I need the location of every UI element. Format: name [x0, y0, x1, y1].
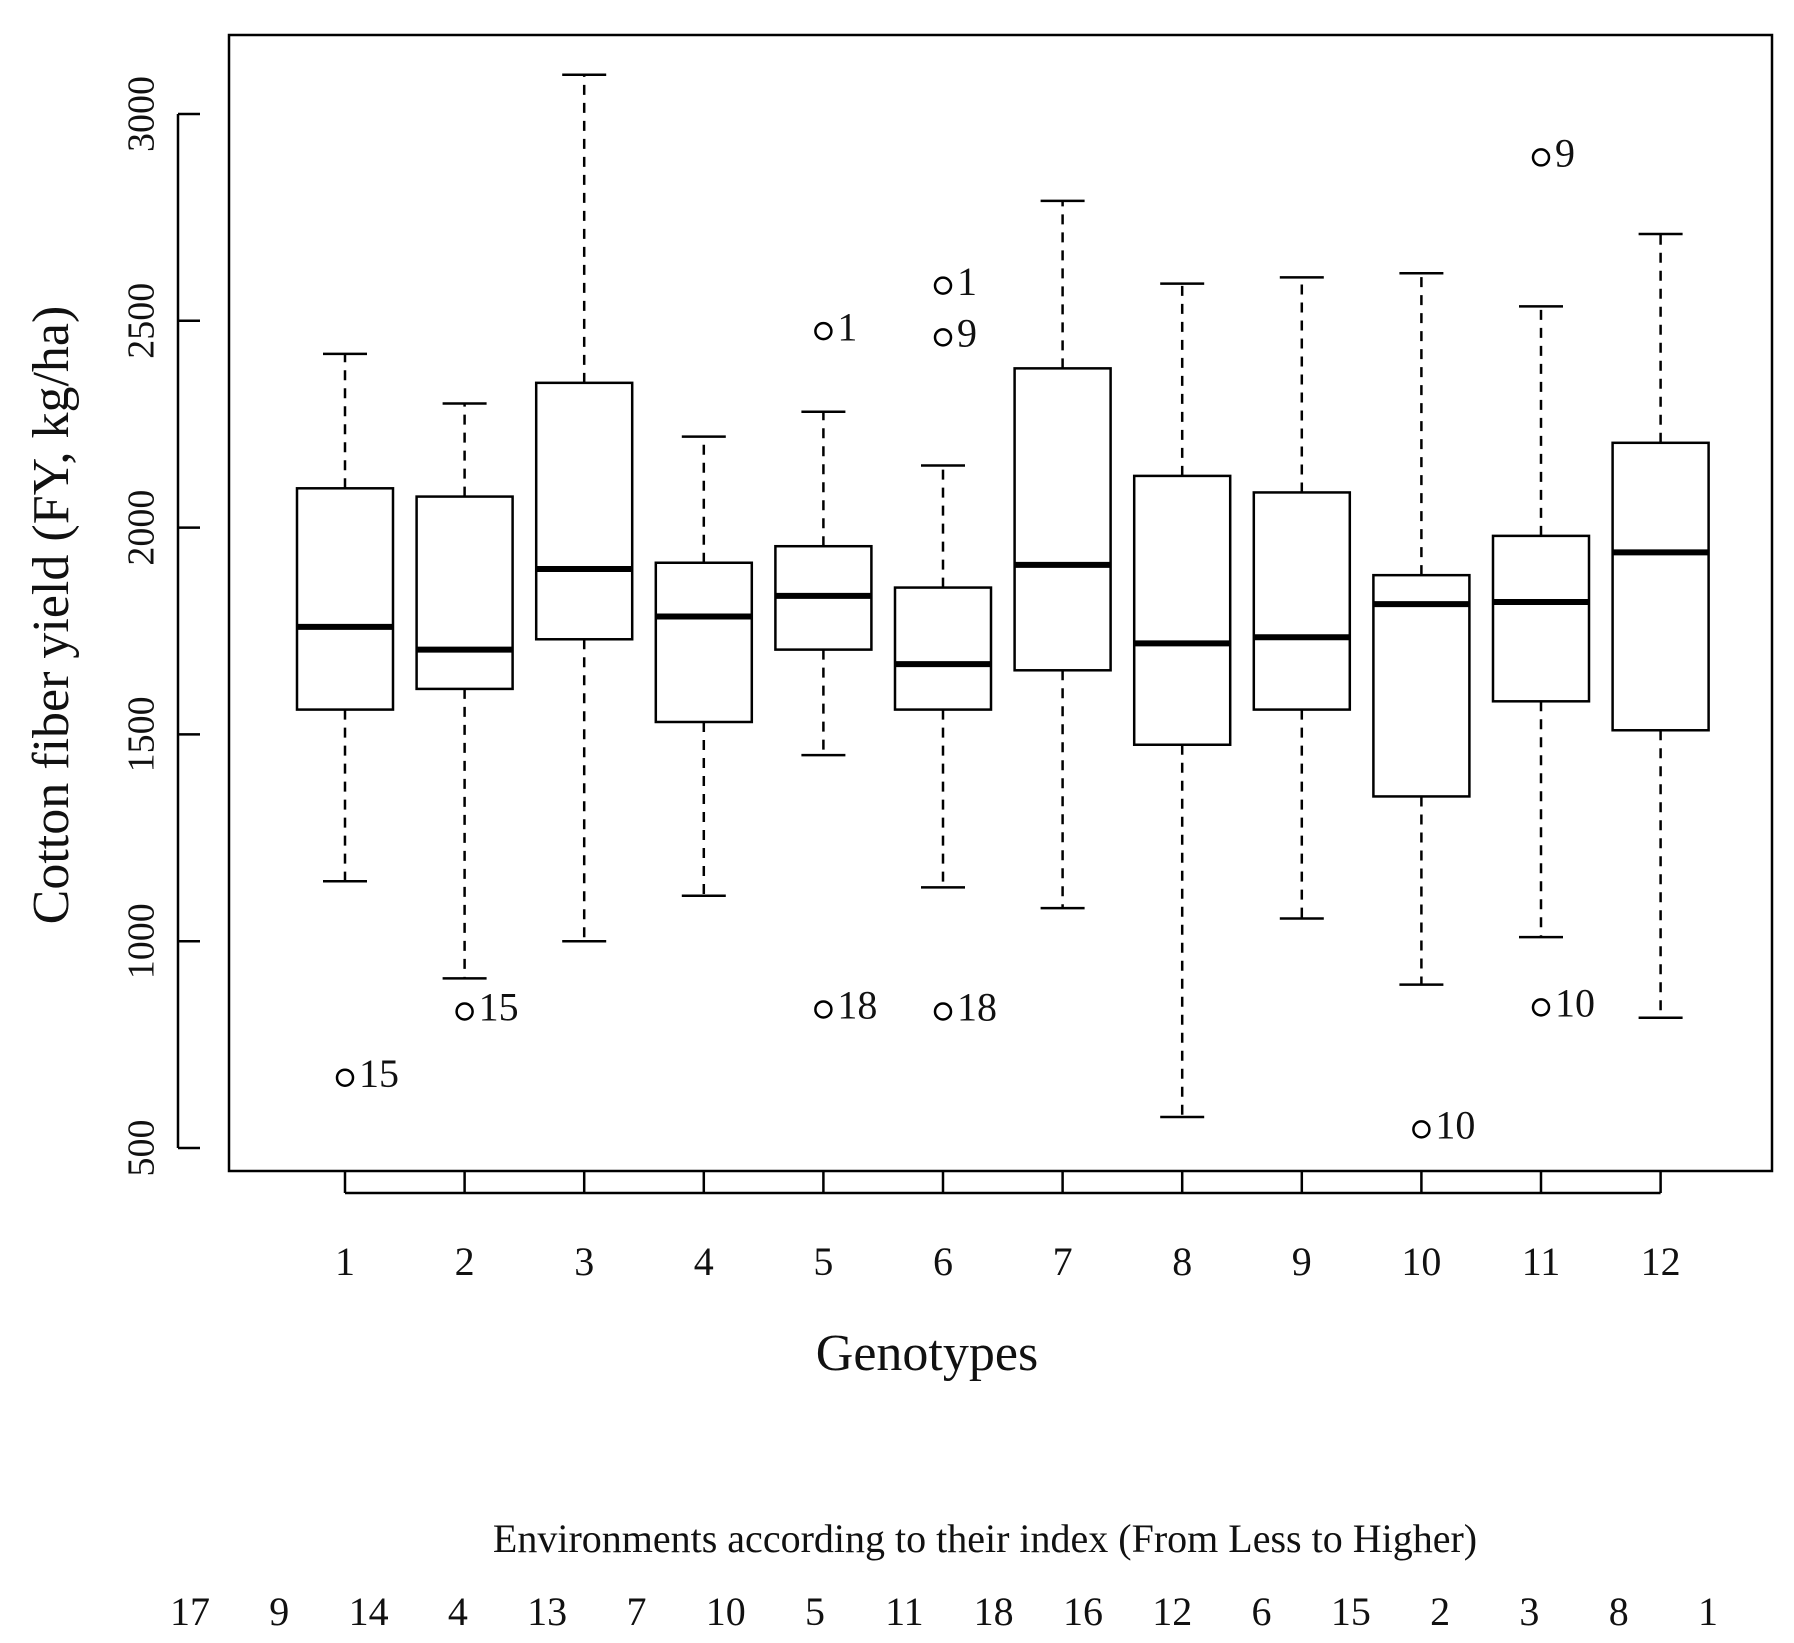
x-tick-label: 5: [813, 1239, 833, 1284]
environment-index: 14: [349, 1589, 389, 1634]
x-tick-label: 2: [455, 1239, 475, 1284]
box-genotype-2: 15: [415, 402, 519, 1030]
iqr-box: [1611, 441, 1710, 732]
outlier-label: 10: [1435, 1103, 1475, 1148]
outlier-point: [814, 1000, 833, 1019]
outlier-point: [814, 321, 833, 341]
y-tick-label: 1000: [121, 903, 163, 979]
x-tick-label: 10: [1401, 1239, 1441, 1284]
environment-index: 1: [1698, 1589, 1718, 1634]
y-tick-label: 1500: [121, 696, 163, 772]
iqr-box: [1132, 474, 1232, 746]
outlier-label: 10: [1555, 981, 1595, 1026]
x-tick-label: 11: [1522, 1239, 1561, 1284]
box-genotype-8: [1132, 282, 1232, 1119]
x-tick-label: 4: [694, 1239, 714, 1284]
environment-index: 13: [527, 1589, 567, 1634]
outlier-point: [933, 328, 953, 347]
y-tick-label: 2500: [121, 283, 163, 359]
environments-order: 17 9 14 4 13 7 10 5 11 18 16 12 6 15 2 3 8 1: [170, 1589, 1718, 1634]
y-tick-label: 3000: [121, 76, 163, 152]
x-tick-label: 9: [1292, 1239, 1312, 1284]
outlier-point: [455, 1002, 474, 1021]
box-genotype-9: [1252, 276, 1352, 920]
y-tick-label: 500: [121, 1120, 163, 1177]
environment-index: 8: [1609, 1589, 1629, 1634]
environment-index: 6: [1252, 1589, 1272, 1634]
iqr-box: [534, 381, 634, 641]
plot-frame: [227, 33, 1774, 1173]
y-tick-label: 2000: [121, 490, 163, 566]
environment-index: 10: [706, 1589, 746, 1634]
x-tick-label: 3: [574, 1239, 594, 1284]
iqr-box: [1252, 491, 1352, 711]
x-tick-label: 7: [1053, 1239, 1073, 1284]
outlier-point: [933, 276, 953, 295]
outlier-point: [1531, 998, 1551, 1017]
environment-index: 9: [269, 1589, 289, 1634]
environment-index: 16: [1063, 1589, 1103, 1634]
x-axis: 1 2 3 4 5 6 7 8 9 10 11 12: [335, 1172, 1681, 1284]
iqr-box: [415, 495, 514, 691]
y-axis-title: Cotton fiber yield (FY, kg/ha): [23, 306, 80, 925]
outlier-point: [933, 1002, 953, 1021]
iqr-box: [295, 487, 395, 711]
iqr-box: [1491, 534, 1591, 703]
environment-index: 3: [1519, 1589, 1539, 1634]
outlier-point: [335, 1068, 355, 1087]
box-genotype-5: 1 18: [774, 304, 877, 1028]
box-genotype-11: 9 10: [1491, 131, 1595, 1026]
x-axis-title: Genotypes: [816, 1325, 1038, 1382]
outlier-label: 1: [957, 259, 977, 304]
iqr-box: [1013, 367, 1112, 672]
environment-index: 17: [170, 1589, 210, 1634]
outlier-label: 18: [837, 983, 877, 1028]
iqr-box: [654, 561, 754, 724]
x-tick-label: 6: [933, 1239, 953, 1284]
box-genotype-10: 10: [1372, 271, 1475, 1148]
iqr-box: [1372, 573, 1471, 798]
environment-index: 7: [626, 1589, 646, 1634]
outlier-label: 1: [837, 304, 857, 349]
box-genotype-7: [1013, 199, 1112, 910]
environment-index: 12: [1152, 1589, 1192, 1634]
outlier-label: 15: [479, 985, 519, 1030]
environment-index: 11: [885, 1589, 924, 1634]
box-genotype-12: [1611, 232, 1710, 1019]
environments-title: Environments according to their index (F…: [493, 1516, 1477, 1561]
outlier-label: 18: [957, 985, 997, 1030]
x-tick-label: 8: [1172, 1239, 1192, 1284]
box-genotype-4: [654, 435, 754, 897]
outlier-label: 9: [957, 311, 977, 356]
outlier-label: 15: [359, 1051, 399, 1096]
environment-index: 5: [805, 1589, 825, 1634]
x-tick-label: 12: [1641, 1239, 1681, 1284]
environment-index: 2: [1430, 1589, 1450, 1634]
x-tick-label: 1: [335, 1239, 355, 1284]
outlier-label: 9: [1555, 131, 1575, 176]
box-genotype-1: 15: [295, 352, 399, 1096]
y-axis: 500 1000 1500 2000 2500 3000: [121, 76, 200, 1177]
environment-index: 18: [974, 1589, 1014, 1634]
environment-index: 15: [1331, 1589, 1371, 1634]
outlier-point: [1531, 148, 1551, 167]
environment-index: 4: [448, 1589, 468, 1634]
outlier-point: [1412, 1120, 1431, 1139]
iqr-box: [893, 586, 993, 711]
box-genotype-3: [534, 73, 634, 943]
